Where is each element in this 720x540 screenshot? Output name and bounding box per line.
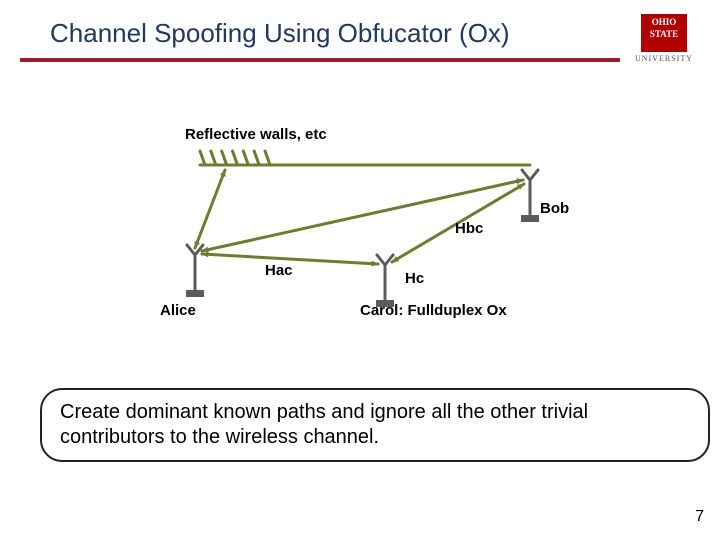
label-carol: Carol: Fullduplex Ox [360,302,507,319]
diagram: Reflective walls, etc Bob Hbc Hac Hc Alice Car… [140,120,580,340]
logo-block: OHIO STATE [641,14,687,52]
label-hbc: Hbc [455,220,483,237]
logo-line2: STATE [641,28,687,40]
callout-box: Create dominant known paths and ignore a… [40,388,710,462]
logo: OHIO STATE UNIVERSITY [630,14,698,63]
label-alice: Alice [160,302,196,319]
label-bob: Bob [540,200,569,217]
logo-line1: OHIO [641,16,687,28]
callout-text: Create dominant known paths and ignore a… [60,401,588,448]
page-title: Channel Spoofing Using Obfucator (Ox) [50,18,510,49]
label-hc: Hc [405,270,424,287]
label-hac: Hac [265,262,293,279]
logo-subtext: UNIVERSITY [630,54,698,63]
page-number: 7 [695,508,704,526]
label-reflective: Reflective walls, etc [185,126,327,143]
title-rule [20,58,620,62]
